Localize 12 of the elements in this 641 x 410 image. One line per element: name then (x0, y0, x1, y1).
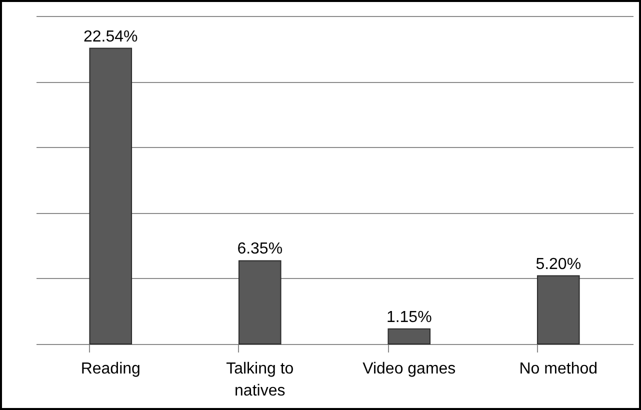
x-tick-label: Talking to natives (226, 360, 294, 400)
data-label: 5.20% (536, 256, 582, 273)
data-label: 6.35% (237, 240, 283, 258)
x-tick-label: No method (519, 360, 598, 378)
bar (536, 275, 580, 344)
bar (238, 260, 282, 344)
x-tick-label: Reading (80, 360, 140, 378)
data-label: 1.15% (386, 308, 432, 326)
x-tick-label: Video games (362, 360, 456, 378)
bar (89, 48, 132, 344)
data-label: 22.54% (83, 28, 138, 46)
bar (388, 328, 431, 344)
